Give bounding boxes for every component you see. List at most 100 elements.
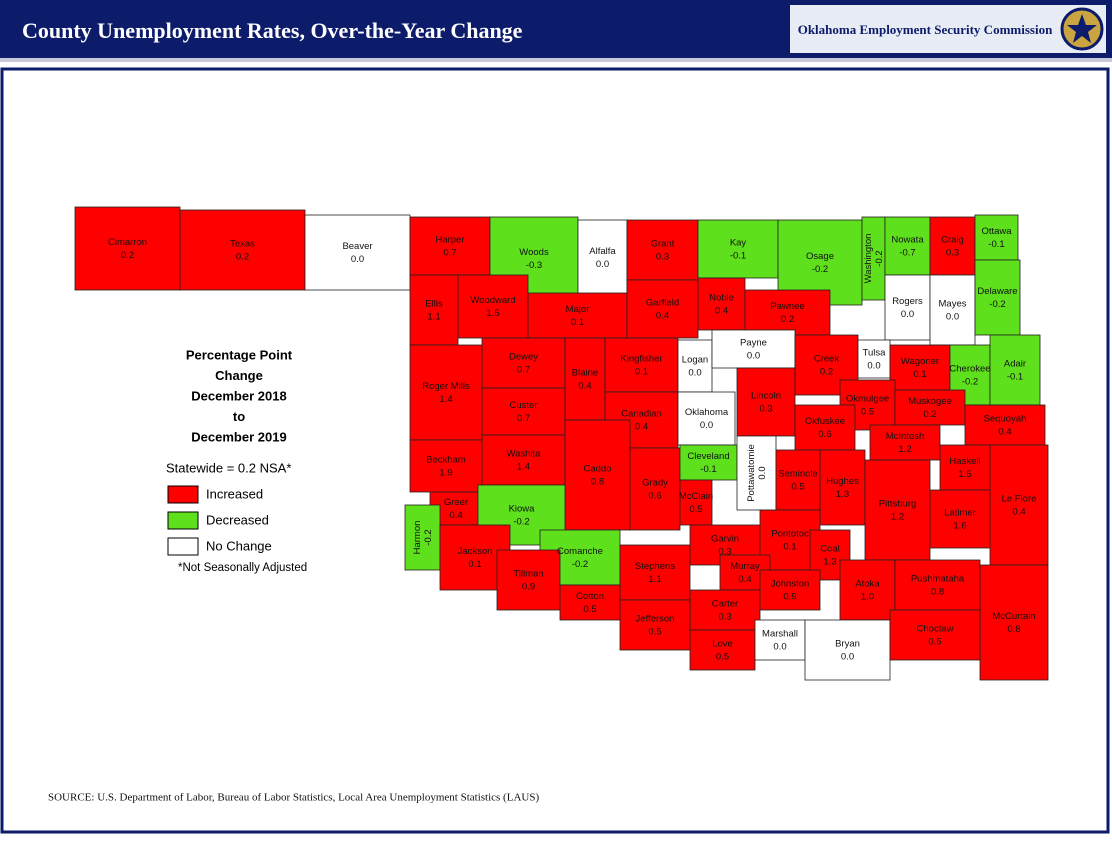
county-name: Sequoyah	[984, 414, 1027, 425]
county-value: 0.0	[773, 642, 786, 653]
county-name: Okmulgee	[846, 394, 889, 405]
county	[577, 219, 628, 296]
county	[929, 216, 976, 276]
county	[404, 504, 441, 571]
county-name: Cotton	[576, 591, 604, 602]
county	[74, 206, 181, 291]
county	[794, 334, 859, 396]
county-value: 1.0	[861, 592, 874, 603]
county-value: 0.1	[571, 317, 584, 328]
county-name: Cimarron	[108, 237, 147, 248]
county-name: Le Flore	[1002, 494, 1037, 505]
county-name: Harper	[435, 235, 464, 246]
county-value: 0.9	[783, 592, 796, 603]
county-name: Adair	[1004, 359, 1026, 370]
county-name: Haskell	[949, 456, 980, 467]
county-name: Atoka	[855, 579, 880, 590]
legend-swatch	[167, 537, 199, 556]
county-name: Oklahoma	[685, 407, 729, 418]
legend-title: December 2018	[191, 388, 286, 403]
county	[744, 289, 831, 336]
county-name: Bryan	[835, 639, 860, 650]
county-name: Roger Mills	[422, 381, 470, 392]
county-value: 0.2	[820, 367, 833, 378]
county-value: 0.0	[688, 368, 701, 379]
county	[736, 435, 777, 511]
county-name: Pawnee	[770, 301, 804, 312]
county-name: Creek	[814, 354, 840, 365]
county-value: 0.0	[747, 351, 760, 362]
county	[626, 279, 699, 339]
county	[974, 259, 1021, 336]
county-name: McCurtain	[992, 611, 1035, 622]
county	[619, 544, 691, 601]
county-value: 0.2	[121, 250, 134, 261]
county-value: -0.2	[513, 517, 529, 528]
county	[711, 329, 796, 369]
county-value: -0.7	[899, 248, 915, 259]
county-name: Murray	[730, 561, 760, 572]
county-value: -0.1	[1007, 372, 1023, 383]
county-value: 1.5	[958, 469, 971, 480]
county-name: Harmon	[412, 521, 423, 555]
county-name: Noble	[709, 293, 734, 304]
county-name: Kiowa	[509, 504, 536, 515]
county	[629, 447, 681, 531]
county	[979, 564, 1049, 681]
county-value: 0.3	[656, 252, 669, 263]
county-value: -0.2	[962, 377, 978, 388]
county-value: 0.2	[923, 409, 936, 420]
county-value: 1.6	[953, 521, 966, 532]
county-value: 0.1	[783, 542, 796, 553]
county-name: Wagoner	[901, 356, 939, 367]
county-value: -0.2	[989, 299, 1005, 310]
statewide: Statewide = 0.2 NSA*	[166, 460, 291, 475]
county-name: Pontotoc	[771, 529, 809, 540]
county-name: Beckham	[426, 455, 466, 466]
county-value: 0.3	[946, 248, 959, 259]
county	[527, 292, 628, 339]
county-value: -0.2	[812, 264, 828, 275]
county	[697, 219, 779, 279]
county-name: Grady	[642, 478, 668, 489]
county	[989, 334, 1041, 406]
county-name: McIntosh	[886, 431, 925, 442]
county	[864, 459, 931, 561]
county-value: 0.5	[689, 504, 702, 515]
county-name: Washington	[863, 234, 874, 284]
county-value: 1.1	[648, 574, 661, 585]
county	[679, 479, 713, 526]
legend-title: December 2019	[191, 429, 286, 444]
county-name: Osage	[806, 251, 834, 262]
county-name: Muskogee	[908, 396, 952, 407]
county-name: Marshall	[762, 629, 798, 640]
county-value: 0.0	[351, 254, 364, 265]
county-value: 0.4	[578, 381, 591, 392]
county-value: 0.4	[715, 306, 728, 317]
county	[481, 387, 566, 436]
county	[857, 339, 891, 379]
county	[929, 274, 976, 346]
county	[804, 619, 891, 681]
county	[689, 629, 756, 671]
county-value: 0.5	[648, 627, 661, 638]
county	[939, 444, 991, 491]
county-name: Carter	[712, 599, 738, 610]
county-name: Garfield	[646, 298, 679, 309]
county-value: 0.6	[648, 491, 661, 502]
county-value: 0.5	[583, 604, 596, 615]
county-value: -0.1	[988, 239, 1004, 250]
legend-title: to	[233, 409, 245, 424]
legend: Percentage Point Change December 2018 to Dec…	[166, 347, 307, 574]
footnote: *Not Seasonally Adjusted	[178, 562, 307, 574]
county-name: Cleveland	[687, 451, 729, 462]
county-name: Jackson	[458, 546, 493, 557]
county-name: Ellis	[425, 299, 443, 310]
county	[964, 404, 1046, 446]
county	[559, 584, 621, 621]
county	[884, 216, 931, 276]
county	[884, 274, 931, 341]
county-value: 0.0	[596, 259, 609, 270]
county-value: 0.5	[861, 407, 874, 418]
county	[409, 439, 483, 493]
